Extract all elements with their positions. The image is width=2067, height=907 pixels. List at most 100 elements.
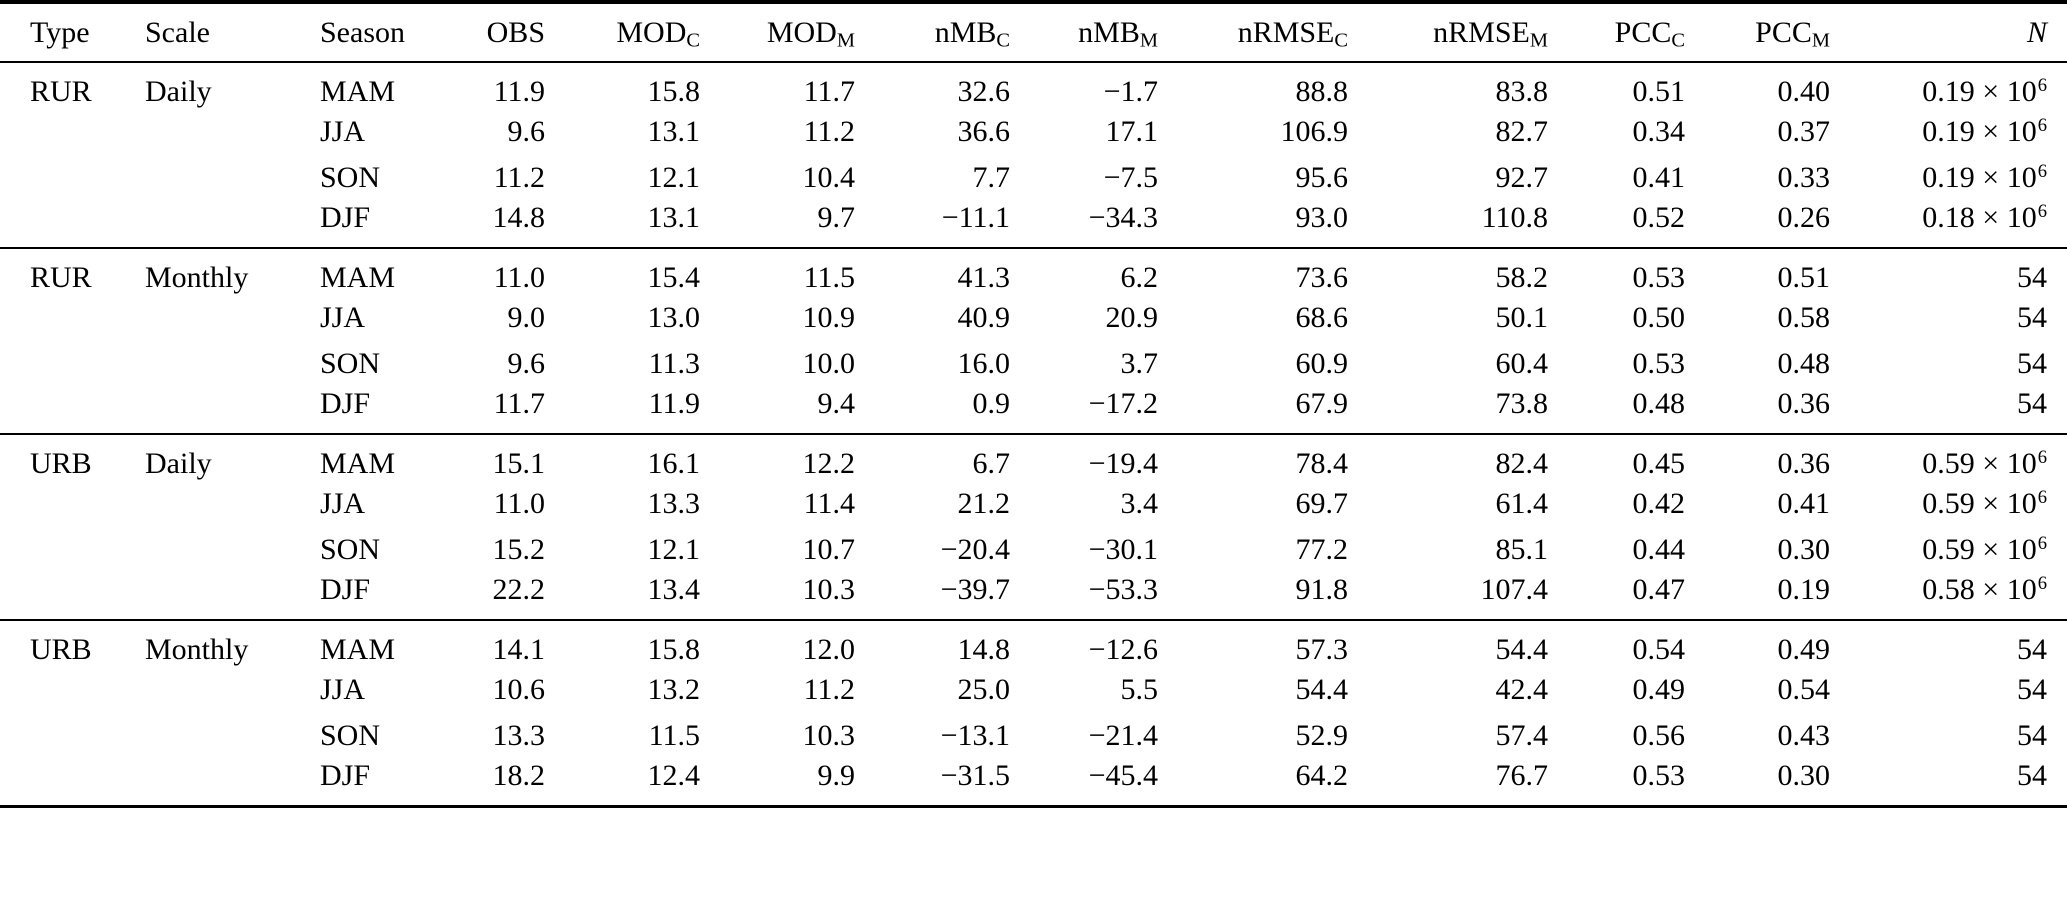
- cell-nmb_c: 0.9: [972, 387, 1011, 420]
- cell-pcc_c: 0.47: [1632, 573, 1686, 606]
- cell-pcc_c: 0.52: [1632, 201, 1686, 234]
- sample-count-base: 54: [2017, 261, 2047, 294]
- cell-season: MAM: [320, 261, 396, 294]
- cell-obs: 15.2: [492, 533, 546, 566]
- cell-n: 0.59 × 106: [1830, 527, 2067, 573]
- col-header-nmb_m: nMBM: [1010, 2, 1158, 62]
- cell-mod_m: 11.2: [803, 673, 855, 706]
- cell-mod_m: 11.2: [803, 115, 855, 148]
- cell-type: [0, 341, 145, 387]
- cell-nmb_c: 40.9: [957, 301, 1011, 334]
- table-row: SON 11.2 12.1 10.4 7.7 −7.5 95.6 92.7 0.41 0.33 0.…: [0, 155, 2067, 201]
- cell-pcc_m: 0.51: [1777, 261, 1831, 294]
- table-row: SON 15.2 12.1 10.7 −20.4 −30.1 77.2 85.1 0.44 0.3…: [0, 527, 2067, 573]
- cell-nmb_c: −39.7: [940, 573, 1010, 606]
- col-header-label: nRMSE: [1433, 15, 1530, 49]
- cell-pcc_c: 0.54: [1632, 633, 1686, 666]
- cell-obs: 18.2: [492, 759, 546, 792]
- table-row: JJA 9.6 13.1 11.2 36.6 17.1 106.9 82.7 0.34 0.37 0…: [0, 109, 2067, 155]
- cell-scale: [145, 667, 320, 713]
- table-row: RUR Daily MAM 11.9 15.8 11.7 32.6 −1.7 88.8 83.8 0…: [0, 62, 2067, 109]
- cell-nrmse_c: 95.6: [1295, 161, 1349, 194]
- cell-season: MAM: [320, 75, 396, 108]
- cell-scale: [145, 713, 320, 759]
- col-header-subscript: M: [1139, 28, 1158, 51]
- cell-mod_c: 13.1: [647, 201, 701, 234]
- cell-type: [0, 527, 145, 573]
- cell-pcc_m: 0.30: [1777, 759, 1831, 792]
- cell-mod_m: 11.4: [803, 487, 855, 520]
- col-header-season: Season: [320, 2, 460, 62]
- cell-nmb_m: 6.2: [1120, 261, 1159, 294]
- cell-obs: 14.1: [492, 633, 546, 666]
- cell-scale: [145, 109, 320, 155]
- cell-scale: [145, 573, 320, 620]
- cell-n: 0.18 × 106: [1830, 201, 2067, 248]
- cell-pcc_m: 0.36: [1777, 447, 1831, 480]
- sample-count-base: 54: [2017, 347, 2047, 380]
- cell-scale: [145, 527, 320, 573]
- cell-scale: [145, 387, 320, 434]
- cell-pcc_c: 0.50: [1632, 301, 1686, 334]
- sample-count-base: 0.58 × 10: [1922, 573, 2037, 606]
- cell-pcc_m: 0.19: [1777, 573, 1831, 606]
- cell-nmb_c: −20.4: [940, 533, 1010, 566]
- cell-nmb_c: 16.0: [957, 347, 1011, 380]
- cell-obs: 15.1: [492, 447, 546, 480]
- cell-obs: 10.6: [492, 673, 546, 706]
- cell-pcc_m: 0.54: [1777, 673, 1831, 706]
- row-group-urb-daily: URB Daily MAM 15.1 16.1 12.2 6.7 −19.4 78.4 82.4 0…: [0, 434, 2067, 620]
- cell-pcc_c: 0.45: [1632, 447, 1686, 480]
- table-row: DJF 14.8 13.1 9.7 −11.1 −34.3 93.0 110.8 0.52 0.2…: [0, 201, 2067, 248]
- sample-count-base: 0.18 × 10: [1922, 201, 2037, 234]
- cell-nmb_c: 14.8: [957, 633, 1011, 666]
- col-header-subscript: C: [996, 28, 1010, 51]
- cell-mod_m: 11.5: [803, 261, 855, 294]
- cell-n: 0.19 × 106: [1830, 109, 2067, 155]
- cell-scale: [145, 201, 320, 248]
- cell-nrmse_c: 54.4: [1295, 673, 1349, 706]
- cell-type: [0, 573, 145, 620]
- cell-type: [0, 155, 145, 201]
- cell-nrmse_m: 85.1: [1495, 533, 1549, 566]
- cell-pcc_m: 0.37: [1777, 115, 1831, 148]
- cell-mod_m: 10.4: [802, 161, 856, 194]
- col-header-label: nMB: [1078, 15, 1140, 49]
- cell-season: JJA: [320, 673, 366, 706]
- cell-nrmse_c: 67.9: [1295, 387, 1349, 420]
- col-header-label: PCC: [1755, 15, 1812, 49]
- cell-season: DJF: [320, 759, 371, 792]
- cell-obs: 9.0: [507, 301, 546, 334]
- table-row: DJF 11.7 11.9 9.4 0.9 −17.2 67.9 73.8 0.48 0.36 54: [0, 387, 2067, 434]
- table-row: DJF 22.2 13.4 10.3 −39.7 −53.3 91.8 107.4 0.47 0.…: [0, 573, 2067, 620]
- col-header-obs: OBS: [460, 2, 545, 62]
- cell-mod_m: 12.2: [802, 447, 856, 480]
- col-header-subscript: C: [686, 28, 700, 51]
- cell-nrmse_c: 93.0: [1295, 201, 1349, 234]
- table-row: URB Daily MAM 15.1 16.1 12.2 6.7 −19.4 78.4 82.4 0…: [0, 434, 2067, 481]
- cell-nmb_m: −12.6: [1088, 633, 1158, 666]
- cell-mod_m: 10.3: [802, 573, 856, 606]
- cell-season: JJA: [320, 301, 366, 334]
- cell-pcc_m: 0.41: [1777, 487, 1831, 520]
- cell-scale: [145, 341, 320, 387]
- cell-mod_m: 10.9: [802, 301, 856, 334]
- col-header-label: PCC: [1614, 15, 1672, 49]
- cell-scale: [145, 155, 320, 201]
- col-header-mod_c: MODC: [545, 2, 700, 62]
- cell-nrmse_c: 88.8: [1295, 75, 1349, 108]
- cell-nrmse_m: 92.7: [1495, 161, 1549, 194]
- cell-mod_c: 11.5: [648, 719, 700, 752]
- cell-nmb_m: 5.5: [1120, 673, 1159, 706]
- cell-nmb_m: 3.7: [1120, 347, 1159, 380]
- cell-n: 54: [1830, 387, 2067, 434]
- col-header-subscript: M: [1529, 28, 1548, 51]
- cell-season: SON: [320, 161, 381, 194]
- cell-nrmse_m: 58.2: [1495, 261, 1549, 294]
- col-header-pcc_m: PCCM: [1685, 2, 1830, 62]
- sample-count-exponent: 6: [2037, 486, 2047, 508]
- cell-nrmse_m: 107.4: [1480, 573, 1549, 606]
- cell-season: SON: [320, 719, 381, 752]
- cell-mod_c: 12.1: [647, 533, 701, 566]
- cell-mod_c: 13.0: [647, 301, 701, 334]
